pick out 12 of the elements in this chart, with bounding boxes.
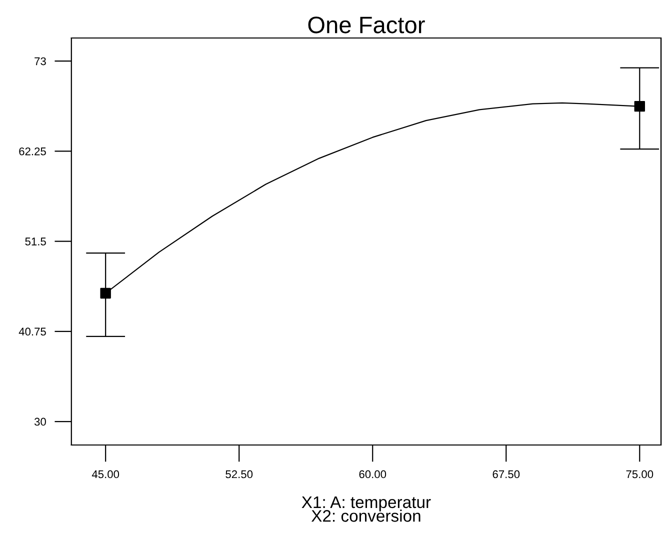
x-tick-label: 45.00 — [92, 470, 120, 478]
y-tick-label: 73 — [34, 57, 46, 66]
x-tick-label: 52.50 — [226, 470, 253, 478]
y-tick-label: 51.5 — [25, 238, 46, 246]
y-tick-label: 40.75 — [18, 328, 46, 336]
x-tick-label: 67.50 — [492, 470, 520, 478]
y-tick-label: 30 — [34, 418, 46, 426]
x-tick-label: 60.00 — [359, 470, 386, 478]
y-tick-label: 62.25 — [19, 147, 46, 156]
chart-title: One Factor — [308, 16, 425, 34]
x-tick-label: 75.00 — [626, 470, 654, 478]
x-axis-title: X1: A: temperatur X2: conversion — [302, 496, 431, 522]
